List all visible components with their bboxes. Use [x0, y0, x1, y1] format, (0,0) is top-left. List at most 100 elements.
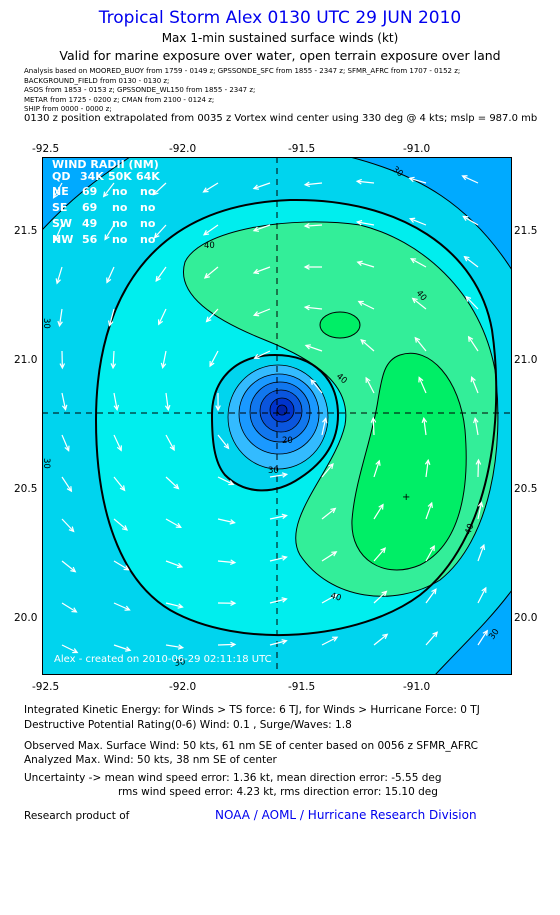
- wind-vector: [410, 258, 427, 268]
- wind-vector-head: [229, 519, 236, 525]
- wind-vector-head: [164, 404, 171, 412]
- y-tick-left: 20.0: [14, 612, 38, 624]
- wind-vector-head: [215, 405, 221, 412]
- contour-30kt: [349, 157, 512, 271]
- wind-vector: [113, 476, 126, 491]
- wind-vector: [103, 182, 115, 197]
- wind-vector-head: [57, 320, 63, 328]
- wind-vector: [104, 224, 115, 240]
- wind-vector: [165, 602, 183, 608]
- y-tick-right: 21.0: [514, 354, 538, 366]
- wind-vector-head: [414, 336, 421, 343]
- radii-val: no: [112, 185, 128, 198]
- y-tick-left: 20.5: [14, 483, 38, 495]
- wind-vector-head: [477, 501, 484, 508]
- wind-vector: [360, 339, 375, 352]
- wind-vector-head: [380, 547, 387, 554]
- radii-col: 64K: [136, 170, 160, 183]
- hrd-link[interactable]: NOAA / AOML / Hurricane Research Divisio…: [215, 808, 477, 822]
- wind-vector-head: [66, 486, 73, 493]
- wind-vector: [217, 434, 229, 449]
- wind-vector-head: [107, 320, 114, 327]
- wind-vector-head: [330, 507, 337, 514]
- wind-vector: [305, 344, 323, 352]
- wind-vector: [204, 266, 219, 279]
- wind-vector-head: [52, 192, 59, 199]
- observed-max-line: Observed Max. Surface Wind: 50 kts, 61 n…: [24, 740, 479, 752]
- wind-vector-head: [427, 501, 433, 509]
- wind-vector: [113, 434, 122, 451]
- wind-vector-head: [202, 230, 210, 236]
- research-label: Research product of: [24, 810, 130, 822]
- wind-vector-head: [431, 588, 437, 595]
- wind-vector: [471, 376, 479, 394]
- wind-vector-head: [281, 472, 289, 478]
- wind-vector-head: [331, 551, 338, 557]
- wind-field-plot: 30 40 40 40 40 40 30 30 20 30 30 30 + WI…: [42, 157, 512, 675]
- wind-vector-head: [355, 219, 363, 226]
- wind-vector: [321, 636, 338, 646]
- validity-note: Valid for marine exposure over water, op…: [59, 48, 501, 63]
- wind-vector-head: [153, 232, 160, 239]
- wind-vectors: [52, 175, 488, 654]
- wind-vector: [269, 598, 287, 604]
- contour-30kt: [434, 589, 512, 675]
- wind-vector-head: [479, 543, 486, 551]
- wind-vector-head: [71, 607, 78, 613]
- wind-vector-head: [332, 636, 339, 642]
- radii-val: no: [140, 201, 156, 214]
- wind-vector: [155, 266, 167, 282]
- wind-vector: [217, 476, 234, 486]
- wind-vector: [165, 434, 175, 451]
- wind-vector-head: [382, 633, 389, 640]
- wind-vector-head: [411, 297, 418, 304]
- wind-vector: [61, 476, 72, 492]
- wind-vector: [158, 308, 167, 325]
- wind-vector-head: [470, 375, 476, 383]
- wind-vector: [269, 640, 287, 646]
- wind-vector: [409, 177, 427, 184]
- wind-vector: [53, 182, 63, 199]
- wind-vector: [425, 460, 429, 478]
- wind-vector-head: [328, 463, 334, 470]
- wind-vector: [165, 560, 183, 568]
- analyzed-max-line: Analyzed Max. Wind: 50 kts, 38 nm SE of …: [24, 754, 277, 766]
- uncertainty-line-2: rms wind speed error: 4.23 kt, rms direc…: [118, 786, 438, 798]
- wind-vector-head: [228, 480, 235, 486]
- wind-vector: [61, 644, 78, 654]
- wind-vector: [254, 350, 271, 359]
- creation-credit: Alex - created on 2010-06-29 02:11:18 UT…: [54, 654, 272, 665]
- wind-vector-head: [116, 445, 122, 452]
- wind-vector: [477, 502, 483, 520]
- plot-frame: [42, 157, 512, 675]
- wind-vector: [56, 266, 63, 284]
- x-tick-top: -91.0: [403, 143, 431, 155]
- radii-quad: NE: [52, 185, 69, 198]
- wind-vector-head: [104, 234, 110, 241]
- max-wind-marker: +: [402, 492, 410, 503]
- radii-quad: NW: [52, 233, 73, 246]
- wind-vector-head: [102, 191, 109, 198]
- wind-vector: [217, 643, 236, 646]
- wind-vector: [418, 377, 427, 394]
- wind-vector: [425, 545, 435, 562]
- wind-vector-head: [123, 565, 130, 571]
- wind-vector: [109, 308, 115, 326]
- wind-vector: [412, 297, 427, 310]
- wind-vector-head: [418, 376, 424, 383]
- wind-vector-head: [155, 275, 161, 282]
- contour-label: 40: [329, 591, 342, 603]
- wind-vector-head: [230, 600, 237, 607]
- radii-val: 49: [82, 217, 97, 230]
- y-tick-left: 21.0: [14, 354, 38, 366]
- wind-vector-head: [54, 235, 60, 242]
- wind-vector-head: [119, 485, 126, 492]
- wind-vector-head: [370, 416, 377, 423]
- wind-vector-head: [252, 268, 260, 275]
- wind-vector-head: [176, 562, 184, 569]
- wind-vector-head: [281, 597, 288, 603]
- wind-vector-head: [202, 187, 209, 193]
- wind-vector-head: [481, 586, 487, 593]
- wind-vector: [253, 224, 271, 232]
- wind-vector-head: [230, 641, 237, 648]
